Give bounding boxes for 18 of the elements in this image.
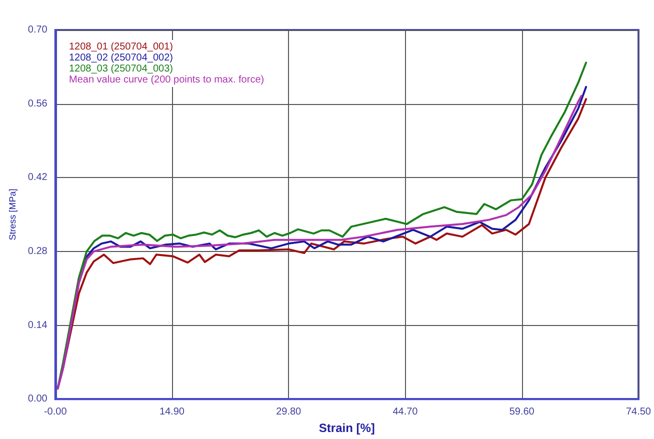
y-tick-label: 0.70 [28, 24, 48, 36]
x-tick-label: 74.50 [626, 406, 652, 418]
text: Mean value curve (200 points to max. force) [69, 74, 264, 86]
x-tick-label: -0.00 [44, 406, 68, 418]
x-tick-label: 59.60 [509, 406, 535, 418]
y-tick-label: 0.56 [28, 98, 48, 110]
y-tick-label: 0.28 [28, 246, 48, 257]
text: 1208_01 (250704_001) [69, 42, 173, 52]
x-tick-label: 44.70 [392, 406, 418, 418]
x-tick-label: 14.90 [159, 406, 185, 418]
y-axis-title: Stress [MPa] [8, 188, 18, 240]
y-tick-label: 0.42 [28, 172, 48, 184]
x-axis-title: Strain [%] [318, 421, 375, 435]
y-tick-label: 0.14 [28, 320, 48, 331]
text: 1208_03 (250704_003) [69, 64, 173, 74]
x-tick-label: 29.80 [276, 406, 302, 418]
y-tick-label: 0.00 [28, 394, 48, 405]
text: 1208_02 (250704_002) [69, 52, 173, 64]
